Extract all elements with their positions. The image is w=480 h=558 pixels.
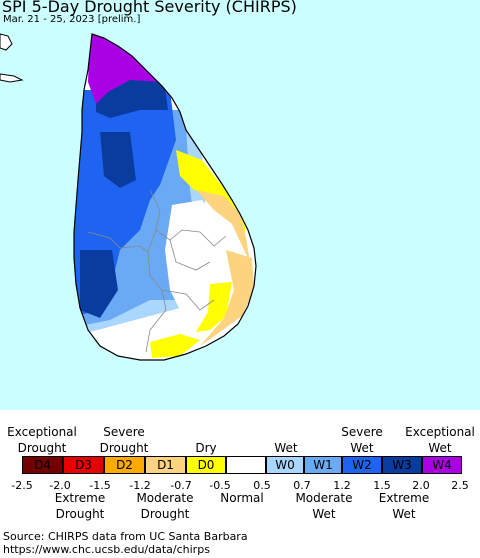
swatch-code: W3: [392, 458, 412, 472]
label-text: Moderate Drought: [136, 491, 194, 521]
label-text: Severe Drought: [99, 425, 149, 455]
tick: 1.2: [333, 479, 351, 492]
map-title: SPI 5-Day Drought Severity (CHIRPS): [2, 0, 297, 16]
coastline: [73, 33, 257, 361]
label-text: Extreme Wet: [378, 491, 430, 521]
legend-label-moderate-wet: Moderate Wet: [284, 490, 364, 522]
legend-label-wet: Wet: [266, 440, 306, 456]
swatch-code: D1: [157, 458, 174, 472]
legend-label-severe-wet: Severe Wet: [332, 424, 392, 456]
swatch-code: W4: [432, 458, 452, 472]
tick: -2.0: [49, 479, 71, 492]
legend-swatch-d0: D0: [186, 456, 226, 474]
label-text: Severe Wet: [341, 425, 383, 455]
label-text: Exceptional Wet: [405, 425, 475, 455]
label-text: Wet: [274, 441, 298, 455]
tick: -1.5: [89, 479, 111, 492]
source-url[interactable]: https://www.chc.ucsb.edu/data/chirps: [3, 543, 210, 556]
swatch-code: W0: [275, 458, 295, 472]
tick: -0.5: [209, 479, 231, 492]
label-text: Moderate Wet: [295, 491, 353, 521]
tick: -1.2: [129, 479, 151, 492]
legend-swatch-w4: W4: [422, 456, 462, 474]
mainland-fragment: [0, 33, 13, 51]
swatch-code: W1: [313, 458, 333, 472]
legend-swatch-w0: W0: [266, 456, 304, 474]
label-text: Exceptional Drought: [7, 425, 77, 455]
legend-swatch-d4: D4: [22, 456, 63, 474]
legend-label-dry: Dry: [186, 440, 226, 456]
tick: 0.7: [293, 479, 311, 492]
legend-swatch-w1: W1: [304, 456, 342, 474]
swatch-code: D0: [197, 458, 215, 472]
swatch-code: D2: [116, 458, 133, 472]
drought-severity-fill: [74, 34, 256, 360]
legend-swatch-w3: W3: [382, 456, 422, 474]
sri-lanka-map: [0, 33, 257, 361]
legend-label-normal: Normal: [210, 490, 274, 506]
mainland-fragment-2: [0, 73, 24, 83]
legend-label-exceptional-drought: Exceptional Drought: [2, 424, 82, 456]
legend-label-severe-drought: Severe Drought: [84, 424, 164, 456]
legend-swatch-d1: D1: [145, 456, 186, 474]
map-subtitle: Mar. 21 - 25, 2023 [prelim.]: [3, 14, 141, 25]
tick: 2.0: [412, 479, 430, 492]
tick: 0.5: [253, 479, 271, 492]
label-text: Dry: [195, 441, 217, 455]
legend-swatch-d3: D3: [63, 456, 104, 474]
legend-swatch-normal: [226, 456, 266, 474]
tick: -0.7: [170, 479, 192, 492]
district-boundaries: [87, 189, 227, 353]
legend-label-exceptional-wet: Exceptional Wet: [400, 424, 480, 456]
swatch-code: D3: [75, 458, 92, 472]
tick: 2.5: [451, 479, 469, 492]
legend-swatch-d2: D2: [104, 456, 145, 474]
label-text: Extreme Drought: [54, 491, 106, 521]
tick: -2.5: [11, 479, 33, 492]
swatch-code: D4: [34, 458, 51, 472]
legend-label-extreme-drought: Extreme Drought: [40, 490, 120, 522]
map-panel: SPI 5-Day Drought Severity (CHIRPS) Mar.…: [0, 0, 480, 410]
tick: 1.5: [373, 479, 391, 492]
swatch-code: W2: [352, 458, 372, 472]
legend-label-extreme-wet: Extreme Wet: [364, 490, 444, 522]
legend-swatch-w2: W2: [342, 456, 382, 474]
legend-label-moderate-drought: Moderate Drought: [124, 490, 206, 522]
source-credit: Source: CHIRPS data from UC Santa Barbar…: [3, 530, 248, 543]
label-text: Normal: [220, 491, 264, 505]
